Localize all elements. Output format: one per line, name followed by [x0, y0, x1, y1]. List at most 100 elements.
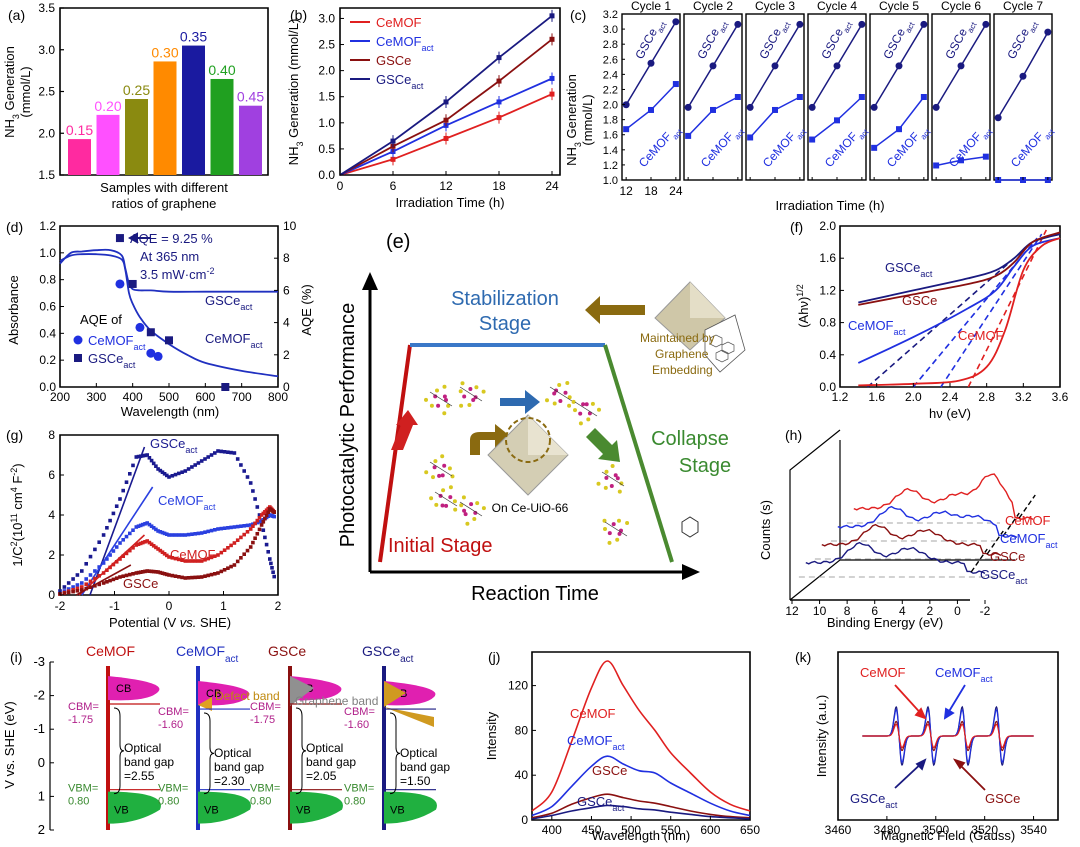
panel-e-red-arrow-icon	[391, 410, 418, 450]
cycle-title: Cycle 5	[879, 0, 919, 13]
ms-point-GSCeact	[162, 472, 167, 476]
mof-atom	[481, 389, 486, 394]
vbm-label: VBM=	[250, 783, 280, 795]
mof-atom	[424, 397, 428, 402]
x-tick-label: 24	[545, 179, 559, 193]
gsce-point	[796, 20, 804, 28]
gap-brace-icon	[295, 707, 307, 795]
x-tick-label: 600	[700, 823, 720, 837]
ms-point-GSCeact	[131, 463, 135, 468]
ms-point-GSCe	[136, 570, 141, 575]
gsce-point	[771, 62, 779, 70]
mof-atom	[615, 537, 620, 542]
ms-point-GSCe	[121, 574, 125, 578]
cemof-point	[710, 106, 716, 113]
mof-atom	[469, 502, 474, 507]
tauc-curve-CeMOF	[858, 237, 1061, 387]
mof-atom	[613, 473, 618, 478]
cemof-point	[933, 162, 940, 169]
ms-point-CeMOF	[173, 556, 178, 561]
y-tick-label: 0.0	[39, 380, 56, 394]
ms-point-GSCe	[145, 569, 149, 573]
optical-1: Optical	[124, 741, 161, 755]
ms-point-CeMOF	[101, 571, 106, 575]
mof-atom	[552, 391, 557, 396]
mof-atom	[590, 401, 595, 406]
mof-atom	[617, 489, 622, 494]
ms-point-CeMOFact	[257, 520, 262, 524]
y-tick-label: 0.5	[318, 142, 335, 156]
panel-d-aqe-annotation-2: At 365 nm	[140, 249, 199, 264]
gsce-point	[709, 62, 717, 70]
curve-label-GSCeact: GSCeact	[577, 794, 625, 813]
ms-point-CeMOFact	[180, 533, 184, 537]
cemof-line	[625, 83, 677, 130]
ms-point-GSCeact	[141, 454, 145, 458]
mof-atom	[453, 507, 458, 512]
y-tick-label: 1.0	[318, 116, 335, 130]
ms-point-CeMOFact	[177, 533, 181, 537]
x-tick-label: 1	[220, 599, 227, 613]
ms-point-CeMOF	[154, 545, 158, 550]
ms-point-GSCeact	[158, 468, 163, 473]
mof-atom	[567, 395, 572, 400]
ms-point-CeMOF	[255, 518, 260, 523]
panel-k-xlabel: Magnetic Field (Gauss)	[881, 828, 1015, 843]
ms-point-GSCeact	[108, 518, 112, 523]
data-point	[549, 91, 555, 97]
optical-2: band gap	[124, 755, 174, 769]
cemof-line	[687, 96, 739, 137]
absorbance-curve-CeMOFact	[59, 253, 279, 378]
y-tick-label: 2.0	[819, 219, 836, 233]
cycle-1: Cycle 1 GSCeact CeMOFact	[621, 0, 685, 181]
cb-label: CB	[116, 683, 131, 695]
cemof-series-label: CeMOFact	[760, 121, 809, 172]
mof-atom	[602, 518, 607, 523]
mof-atom	[433, 459, 438, 464]
panel-j-xlabel: Wavelength (nm)	[592, 828, 691, 843]
ms-point-CeMOFact	[108, 553, 112, 557]
mof-atom	[462, 394, 467, 399]
legend-label: GSCe	[376, 53, 411, 68]
ms-point-CeMOF	[193, 559, 197, 563]
y-tick-label: 1.2	[39, 219, 56, 233]
cemof-series-label: CeMOFact	[1008, 121, 1057, 172]
cemof-point	[747, 134, 754, 141]
aqe-point-CeMOFact	[115, 279, 125, 289]
ms-point-GSCeact	[206, 455, 210, 459]
y-tick-label: 3.2	[603, 9, 618, 21]
panel-d-legend-title: AQE of	[80, 312, 122, 327]
cemof-point	[958, 157, 964, 164]
ms-point-GSCe	[242, 552, 246, 556]
ms-point-CeMOFact	[242, 524, 246, 528]
ms-point-GSCeact	[167, 475, 171, 479]
ms-point-GSCeact	[143, 453, 147, 458]
ms-point-GSCe	[124, 573, 129, 578]
ms-point-GSCeact	[242, 469, 246, 473]
cemof-series-label: CeMOFact	[698, 121, 747, 172]
ms-point-CeMOFact	[167, 533, 171, 537]
ms-point-CeMOFact	[124, 534, 129, 539]
y2-tick-label: 0	[283, 380, 290, 394]
mof-atom	[558, 399, 563, 403]
cemof-point	[672, 81, 679, 88]
ms-point-CeMOF	[131, 546, 135, 550]
x-tick-label: 0	[166, 599, 173, 613]
panel-b-ylabel: NH3 Generation (mmol/L)	[286, 19, 305, 166]
ms-point-GSCeact	[80, 569, 84, 573]
ms-point-GSCeact	[248, 481, 253, 485]
ms-point-GSCe	[84, 586, 88, 591]
ms-point-GSCe	[216, 571, 220, 575]
x-tick-label: -2	[980, 604, 991, 618]
cycle-title: Cycle 3	[755, 0, 795, 13]
panel-e-label: (e)	[386, 231, 410, 253]
x-tick-label: -1	[109, 599, 120, 613]
data-point	[549, 13, 555, 19]
ms-point-GSCe	[138, 570, 143, 574]
gsce-point	[858, 20, 866, 28]
bar-0.35	[182, 45, 205, 176]
ms-point-CeMOFact	[141, 522, 145, 527]
mof-atom	[458, 389, 463, 394]
curve-label-CeMOFact: CeMOFact	[848, 318, 906, 337]
graphene-band-label: Graphene band	[295, 694, 378, 708]
